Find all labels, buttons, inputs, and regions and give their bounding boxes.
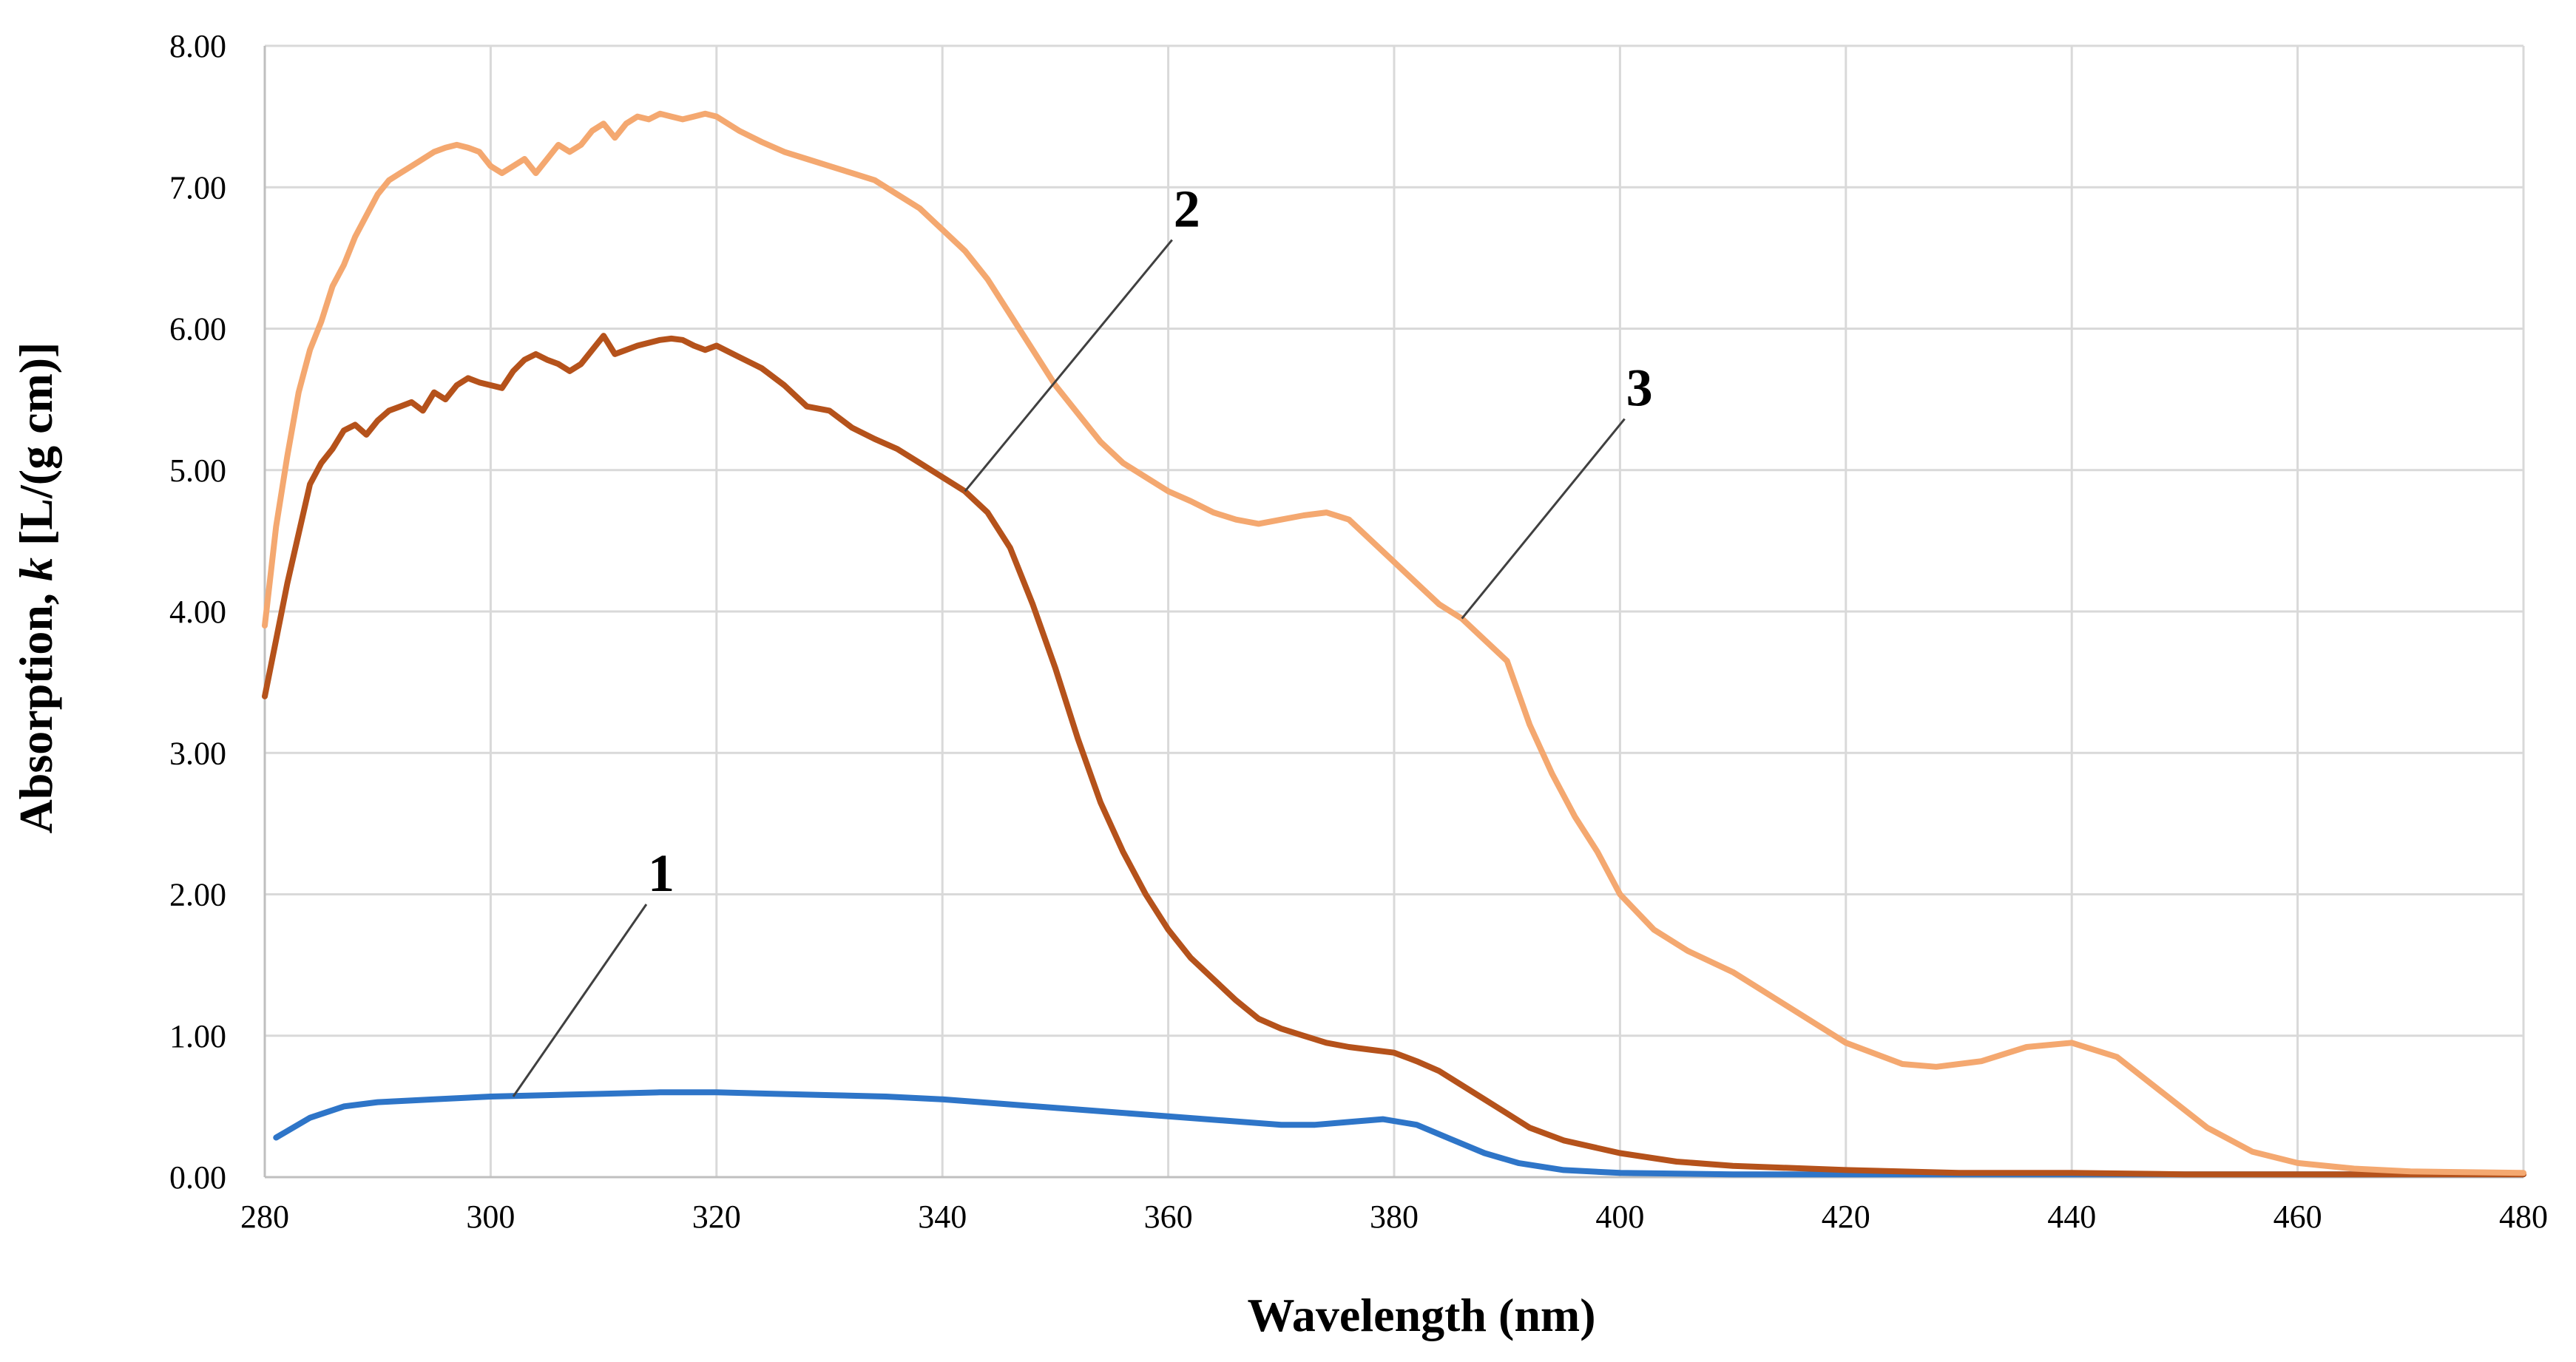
y-tick-label-7: 7.00 [169,169,226,206]
y-tick-label-1: 1.00 [169,1018,226,1054]
series-line-1 [273,1089,2526,1178]
y-tick-label-4: 4.00 [169,594,226,630]
x-tick-label-380: 380 [1370,1199,1419,1235]
y-tick-label-2: 2.00 [169,877,226,913]
annotation-label-1: 1 [648,844,675,903]
x-tick-label-300: 300 [466,1199,515,1235]
y-tick-label-8: 8.00 [169,28,226,64]
x-tick-label-360: 360 [1144,1199,1193,1235]
annotation-label-2: 2 [1174,179,1200,238]
x-tick-label-480: 480 [2499,1199,2548,1235]
series-group [262,110,2526,1178]
y-tick-label-3: 3.00 [169,735,226,771]
y-axis-title-prefix: Absorption, [10,581,62,833]
x-tick-label-420: 420 [1822,1199,1870,1235]
x-tick-label-400: 400 [1595,1199,1644,1235]
y-axis-title-var: k [10,558,62,581]
annotation-leader-2 [964,239,1173,492]
annotation-leader-1 [512,904,648,1097]
x-tick-label-460: 460 [2274,1199,2322,1235]
tick-labels: 280 300 320 340 360 380 400 420 440 460 480 0.00 1.0… [169,28,2548,1235]
x-tick-label-340: 340 [918,1199,967,1235]
annotations: 1 2 3 [512,179,1653,1097]
series-line-3 [262,110,2526,1176]
y-tick-label-6: 6.00 [169,311,226,348]
y-tick-label-5: 5.00 [169,453,226,489]
x-tick-label-280: 280 [240,1199,289,1235]
x-tick-label-320: 320 [692,1199,741,1235]
x-axis-title: Wavelength (nm) [1247,1289,1595,1341]
y-axis-title-suffix: [L/(g cm)] [10,342,62,558]
y-tick-label-0: 0.00 [169,1159,226,1196]
grid [263,44,2525,1179]
series-line-2 [262,333,2526,1178]
annotation-label-3: 3 [1626,359,1653,418]
x-tick-label-440: 440 [2047,1199,2096,1235]
y-axis-title: Absorption, k [L/(g cm)] [10,342,62,834]
annotation-leader-3 [1461,418,1626,620]
